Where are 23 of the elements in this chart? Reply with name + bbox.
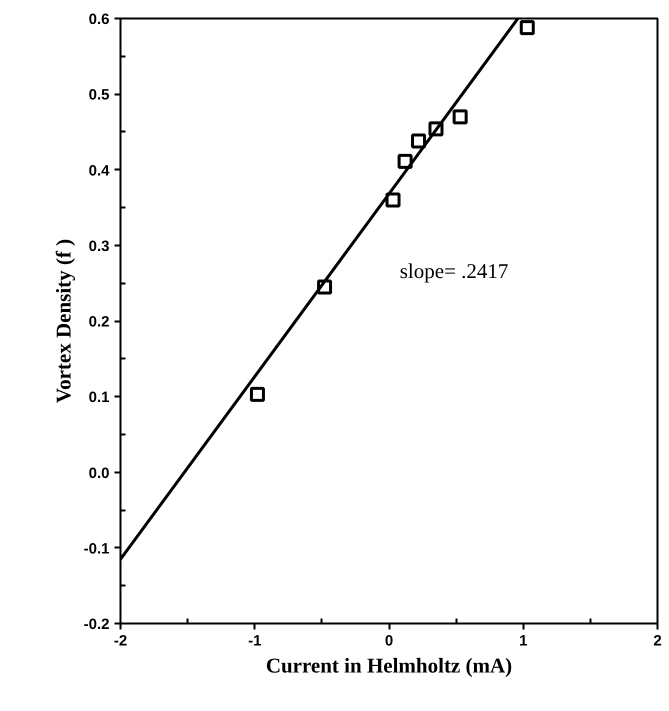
- y-tick-label: 0.6: [88, 11, 110, 28]
- y-tick-label: 0.4: [88, 162, 110, 180]
- y-tick-label: 0.2: [88, 314, 110, 330]
- x-tick-label: -2: [114, 632, 128, 650]
- x-axis-title: Current in Helmholtz (mA): [266, 654, 512, 678]
- point: [398, 154, 413, 169]
- y-tick-label: -0.2: [84, 616, 110, 633]
- y-axis-title: Vortex Density (f ): [52, 238, 76, 404]
- point: [386, 192, 401, 208]
- y-tick-label: 0.3: [88, 238, 110, 255]
- x-tick-label: 1: [519, 632, 528, 650]
- point: [520, 20, 535, 36]
- y-tick-label: -0.1: [84, 540, 110, 558]
- y-tick-label: 0.0: [88, 464, 110, 482]
- point: [411, 134, 426, 149]
- point: [250, 386, 265, 402]
- x-tick-label: 0: [384, 632, 394, 650]
- annotation: slope= .2417: [400, 259, 508, 284]
- point: [452, 109, 468, 124]
- y-tick-label: 0.5: [88, 86, 110, 104]
- y-tick-label: 0.1: [88, 389, 110, 406]
- x-tick-label: -1: [248, 632, 262, 650]
- x-tick-label: 2: [653, 632, 662, 650]
